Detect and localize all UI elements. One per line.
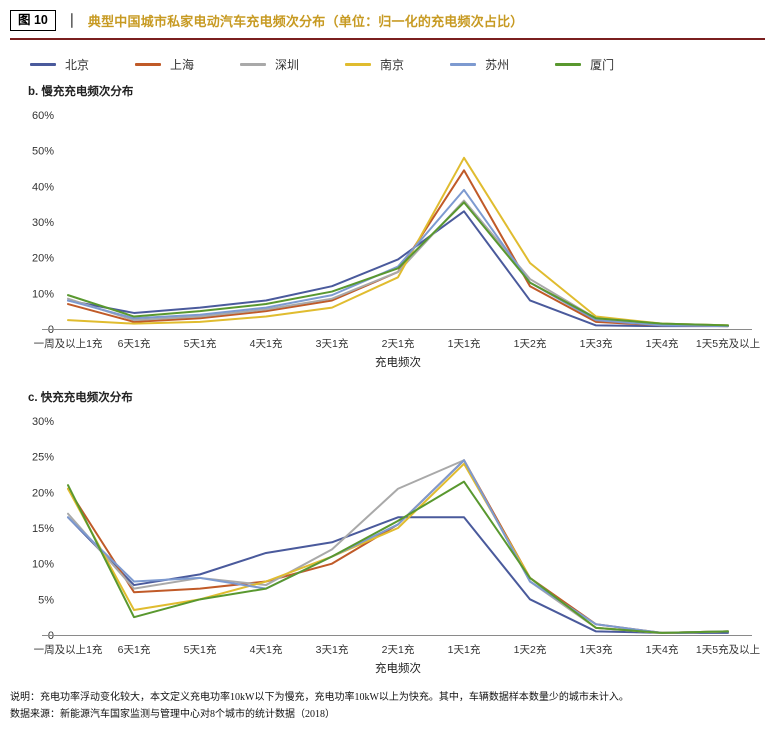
x-tick-label: 6天1充 bbox=[118, 337, 151, 350]
x-tick-label: 1天2充 bbox=[514, 337, 547, 350]
y-tick-label: 60% bbox=[32, 110, 54, 122]
x-tick-label: 1天3充 bbox=[580, 337, 613, 350]
section-label-slow: b. 慢充充电频次分布 bbox=[28, 86, 134, 98]
series-line bbox=[67, 516, 729, 634]
x-tick-label: 3天1充 bbox=[316, 337, 349, 350]
y-tick-label: 30% bbox=[32, 217, 54, 229]
series-line bbox=[67, 188, 729, 328]
figure-number: 图 10 bbox=[10, 10, 56, 31]
y-tick-label: 5% bbox=[38, 594, 54, 606]
series-line bbox=[67, 169, 729, 328]
x-tick-label: 1天1充 bbox=[448, 337, 481, 350]
y-tick-label: 10% bbox=[32, 288, 54, 300]
x-tick-label: 一周及以上1充 bbox=[34, 643, 103, 656]
legend-label: 厦门 bbox=[590, 58, 615, 72]
x-axis-title: 充电频次 bbox=[375, 355, 421, 369]
legend-swatch bbox=[30, 62, 56, 67]
fast-charging-chart: 05%10%15%20%25%30%一周及以上1充6天1充5天1充4天1充3天1… bbox=[32, 416, 760, 675]
series-line bbox=[67, 201, 729, 327]
x-tick-label: 3天1充 bbox=[316, 643, 349, 656]
series-line bbox=[67, 480, 729, 634]
figure-header: 图 10 ｜ 典型中国城市私家电动汽车充电频次分布（单位：归一化的充电频次占比） bbox=[10, 10, 765, 31]
series-line bbox=[67, 199, 729, 327]
section-label-fast: c. 快充充电频次分布 bbox=[28, 392, 133, 404]
x-tick-label: 4天1充 bbox=[250, 337, 283, 350]
x-tick-label: 1天5充及以上 bbox=[696, 643, 760, 656]
y-tick-label: 20% bbox=[32, 253, 54, 265]
y-tick-label: 15% bbox=[32, 523, 54, 535]
x-tick-label: 5天1充 bbox=[184, 643, 217, 656]
x-tick-label: 一周及以上1充 bbox=[34, 337, 103, 350]
x-tick-label: 5天1充 bbox=[184, 337, 217, 350]
x-tick-label: 1天5充及以上 bbox=[696, 337, 760, 350]
series-line bbox=[67, 459, 729, 634]
y-tick-label: 50% bbox=[32, 146, 54, 158]
legend-swatch bbox=[345, 62, 372, 67]
x-axis-title: 充电频次 bbox=[375, 661, 421, 675]
legend-item: 深圳 bbox=[240, 56, 299, 73]
legend-swatch bbox=[240, 62, 267, 67]
figure-divider-rule bbox=[10, 38, 765, 40]
legend-item: 上海 bbox=[135, 56, 194, 73]
footnotes: 说明：充电功率浮动变化较大，本文定义充电功率10kW以下为慢充，充电功率10kW… bbox=[10, 689, 765, 723]
y-tick-label: 10% bbox=[32, 559, 54, 571]
legend-swatch bbox=[450, 62, 477, 67]
y-tick-label: 20% bbox=[32, 487, 54, 499]
legend-label: 北京 bbox=[65, 58, 90, 72]
footnote-method: 说明：充电功率浮动变化较大，本文定义充电功率10kW以下为慢充，充电功率10kW… bbox=[10, 692, 629, 703]
series-line bbox=[67, 459, 729, 634]
legend-item: 苏州 bbox=[450, 56, 509, 73]
x-tick-label: 1天4充 bbox=[646, 337, 679, 350]
x-tick-label: 2天1充 bbox=[382, 337, 415, 350]
x-tick-label: 1天4充 bbox=[646, 643, 679, 656]
figure-separator: ｜ bbox=[64, 12, 79, 29]
x-tick-label: 1天1充 bbox=[448, 643, 481, 656]
legend-label: 上海 bbox=[170, 58, 195, 72]
legend-item: 厦门 bbox=[555, 56, 614, 73]
x-tick-label: 6天1充 bbox=[118, 643, 151, 656]
legend-label: 苏州 bbox=[485, 58, 510, 72]
legend-swatch bbox=[555, 62, 582, 67]
x-tick-label: 1天3充 bbox=[580, 643, 613, 656]
series-line bbox=[67, 210, 729, 328]
series-line bbox=[67, 459, 729, 634]
y-tick-label: 25% bbox=[32, 452, 54, 464]
x-tick-label: 1天2充 bbox=[514, 643, 547, 656]
y-tick-label: 30% bbox=[32, 416, 54, 428]
legend-label: 深圳 bbox=[275, 58, 300, 72]
footnote-source: 数据来源：新能源汽车国家监测与管理中心对8个城市的统计数据（2018） bbox=[10, 709, 335, 720]
y-tick-label: 40% bbox=[32, 181, 54, 193]
slow-charging-chart: 010%20%30%40%50%60%一周及以上1充6天1充5天1充4天1充3天… bbox=[32, 110, 760, 369]
legend-swatch bbox=[135, 62, 162, 67]
x-tick-label: 4天1充 bbox=[250, 643, 283, 656]
legend: 北京 上海 深圳 南京 苏州 厦门 bbox=[30, 56, 765, 73]
legend-item: 南京 bbox=[345, 56, 404, 73]
figure-title: 典型中国城市私家电动汽车充电频次分布（单位：归一化的充电频次占比） bbox=[87, 14, 524, 29]
legend-item: 北京 bbox=[30, 56, 89, 73]
x-tick-label: 2天1充 bbox=[382, 643, 415, 656]
legend-label: 南京 bbox=[380, 58, 405, 72]
series-line bbox=[67, 156, 729, 327]
